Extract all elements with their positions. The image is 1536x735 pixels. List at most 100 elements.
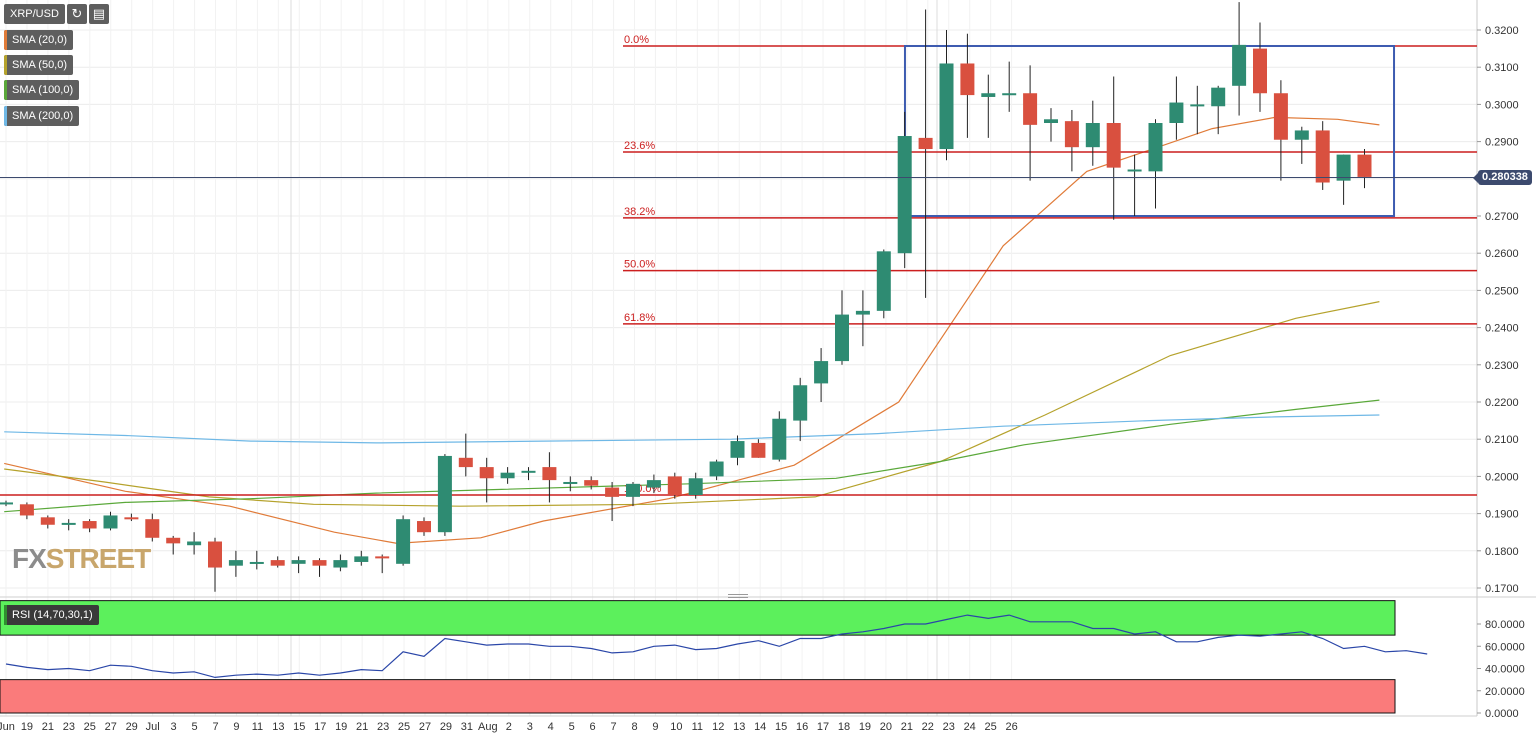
candle-5 bbox=[103, 511, 118, 531]
candle-body bbox=[40, 517, 55, 525]
candle-body bbox=[103, 515, 118, 529]
x-tick-label: 21 bbox=[42, 721, 54, 733]
candle-body bbox=[688, 478, 703, 495]
candle-body bbox=[270, 560, 285, 566]
chart-settings-icon[interactable]: ▤ bbox=[88, 4, 109, 24]
candle-14 bbox=[291, 556, 306, 574]
y-tick-label: 0.2000 bbox=[1485, 471, 1519, 483]
candle-body bbox=[375, 556, 390, 559]
x-tick-label: 31 bbox=[461, 721, 473, 733]
candle-body bbox=[1294, 130, 1309, 140]
candle-body bbox=[166, 537, 181, 544]
x-tick-label: 9 bbox=[233, 721, 239, 733]
candle-36 bbox=[751, 439, 766, 458]
candle-body bbox=[835, 314, 849, 362]
candle-42 bbox=[876, 249, 891, 319]
legend-sma-20-label: SMA (20,0) bbox=[12, 34, 68, 46]
candle-body bbox=[354, 556, 369, 562]
x-tick-label: 6 bbox=[590, 721, 596, 733]
y-tick-label: 0.3100 bbox=[1485, 62, 1519, 74]
candle-40 bbox=[835, 290, 849, 365]
watermark-fx: FX bbox=[12, 543, 47, 574]
x-tick-label: 2 bbox=[506, 721, 512, 733]
candle-52 bbox=[1085, 100, 1100, 166]
x-tick-label: 17 bbox=[817, 721, 829, 733]
x-tick-label: 23 bbox=[63, 721, 75, 733]
y-tick-label: 0.2200 bbox=[1485, 397, 1519, 409]
x-tick-label: 10 bbox=[670, 721, 682, 733]
x-tick-label: 25 bbox=[985, 721, 997, 733]
x-tick-label: 4 bbox=[548, 721, 554, 733]
candle-34 bbox=[709, 459, 724, 481]
fib-label-2: 38.2% bbox=[624, 206, 655, 218]
x-tick-label: 29 bbox=[440, 721, 452, 733]
legend-sma-20[interactable]: SMA (20,0) bbox=[4, 30, 74, 50]
candle-body bbox=[584, 480, 599, 486]
candle-body bbox=[417, 521, 431, 533]
candle-body bbox=[876, 251, 891, 311]
rsi-line bbox=[5, 614, 1428, 679]
candle-body bbox=[19, 504, 34, 516]
candle-60 bbox=[1253, 22, 1267, 112]
legend-sma-200-label: SMA (200,0) bbox=[12, 110, 74, 122]
legend-sma-50-label: SMA (50,0) bbox=[12, 59, 68, 71]
candle-body bbox=[730, 441, 745, 458]
candle-43 bbox=[897, 111, 912, 269]
candle-12 bbox=[249, 550, 264, 570]
candle-53 bbox=[1106, 76, 1121, 220]
candle-24 bbox=[500, 467, 515, 484]
candle-body bbox=[542, 467, 557, 481]
fib-label-1: 23.6% bbox=[624, 140, 655, 152]
y-tick-label: 0.3000 bbox=[1485, 99, 1519, 111]
watermark-street: STREET bbox=[45, 543, 151, 574]
fib-label-0: 0.0% bbox=[624, 34, 649, 46]
legend-sma-200[interactable]: SMA (200,0) bbox=[4, 106, 80, 126]
x-tick-label: 23 bbox=[377, 721, 389, 733]
rsi-tick-label: 40.0000 bbox=[1485, 664, 1525, 676]
candle-11 bbox=[228, 550, 243, 577]
legend-rsi[interactable]: RSI (14,70,30,1) bbox=[4, 605, 99, 625]
candle-64 bbox=[1336, 154, 1351, 205]
y-tick-label: 0.2600 bbox=[1485, 248, 1519, 260]
rsi-overbought-zone bbox=[0, 600, 1396, 636]
candle-body bbox=[145, 519, 160, 538]
candle-45 bbox=[939, 30, 954, 161]
candle-32 bbox=[667, 472, 682, 499]
candle-7 bbox=[145, 513, 160, 542]
candle-body bbox=[814, 361, 829, 384]
y-tick-label: 0.3200 bbox=[1485, 25, 1519, 37]
x-tick-label: 9 bbox=[652, 721, 658, 733]
candle-body bbox=[82, 521, 97, 529]
candle-body bbox=[291, 560, 306, 564]
candle-2 bbox=[40, 515, 55, 529]
candle-body bbox=[918, 137, 933, 150]
y-tick-label: 0.2900 bbox=[1485, 137, 1519, 149]
last-price-badge: 0.280338 bbox=[1473, 170, 1532, 185]
x-tick-label: 27 bbox=[105, 721, 117, 733]
rsi-tick-label: 0.0000 bbox=[1485, 708, 1519, 720]
x-tick-label: 7 bbox=[610, 721, 616, 733]
candle-1 bbox=[19, 502, 34, 520]
legend-sma-100[interactable]: SMA (100,0) bbox=[4, 80, 80, 100]
refresh-icon[interactable]: ↻ bbox=[66, 4, 87, 24]
rsi-pane: 0.0000 20.0000 40.0000 60.0000 80.0000 bbox=[0, 600, 1525, 720]
candle-body bbox=[751, 442, 766, 458]
candle-20 bbox=[417, 517, 431, 536]
candle-body bbox=[1044, 119, 1058, 123]
pane-resize-handle[interactable] bbox=[728, 594, 748, 600]
x-tick-label: 18 bbox=[838, 721, 850, 733]
candle-body bbox=[187, 541, 202, 546]
x-axis-labels: Jun192123252729Jul3579111315171921232527… bbox=[0, 721, 1018, 733]
legend-sma-50[interactable]: SMA (50,0) bbox=[4, 55, 74, 75]
x-tick-label: Aug bbox=[478, 721, 498, 733]
candle-body bbox=[626, 483, 640, 497]
x-tick-label: 15 bbox=[775, 721, 787, 733]
rsi-tick-label: 60.0000 bbox=[1485, 641, 1525, 653]
candle-body bbox=[1211, 87, 1226, 107]
candle-39 bbox=[814, 348, 829, 402]
candle-body bbox=[333, 560, 348, 568]
symbol-label[interactable]: XRP/USD bbox=[4, 4, 65, 24]
x-tick-label: 27 bbox=[419, 721, 431, 733]
x-tick-label: 14 bbox=[754, 721, 766, 733]
